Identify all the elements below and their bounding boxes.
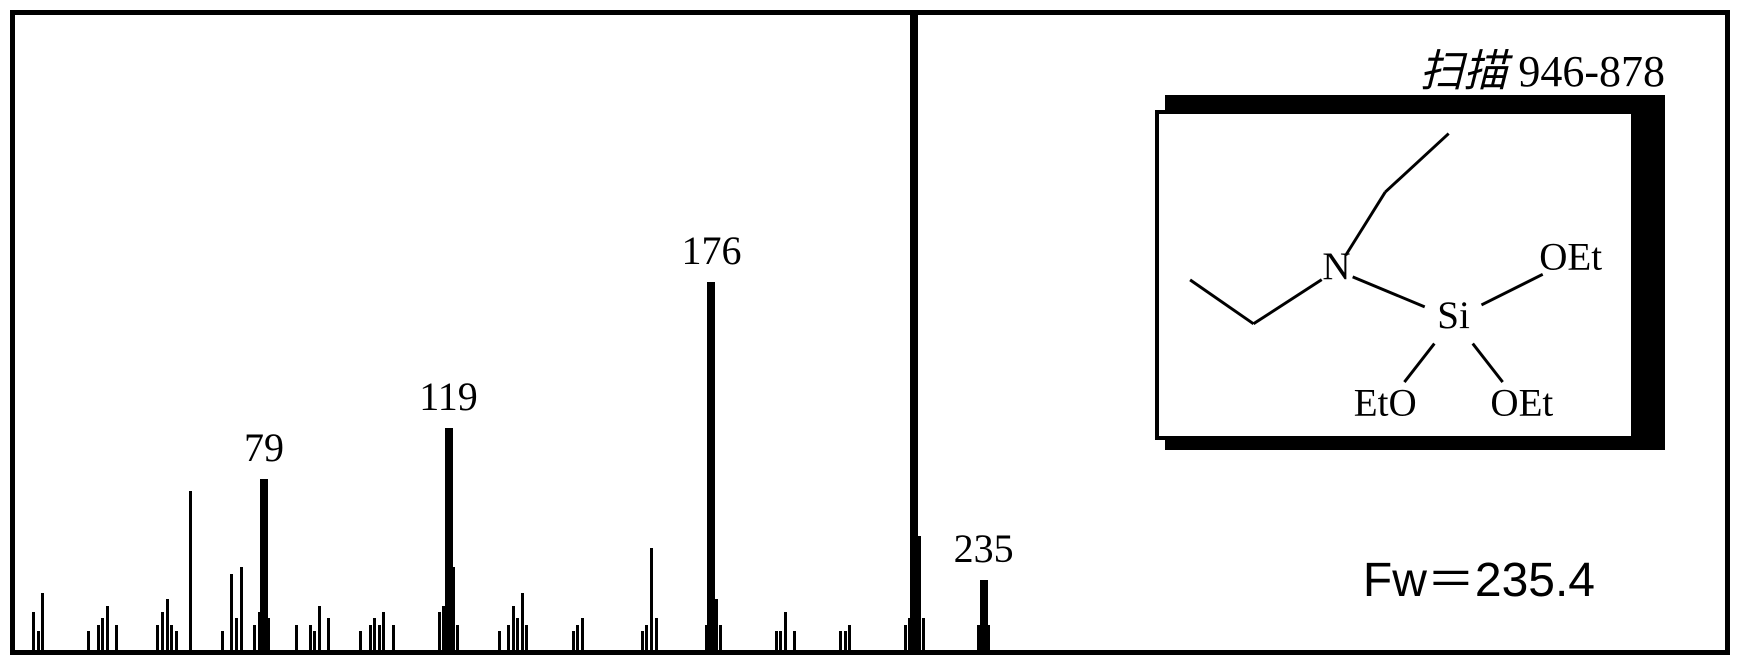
peak-label: 235 bbox=[954, 525, 1014, 572]
spectrum-peak bbox=[521, 593, 524, 650]
spectrum-peak bbox=[318, 606, 321, 650]
atom-label: Si bbox=[1437, 294, 1470, 337]
spectrum-peak bbox=[235, 618, 238, 650]
spectrum-peak bbox=[645, 625, 648, 650]
spectrum-peak bbox=[775, 631, 778, 650]
spectrum-peak bbox=[507, 625, 510, 650]
spectrum-peak bbox=[309, 625, 312, 650]
peak-label: 220 bbox=[884, 0, 944, 7]
bond-line bbox=[1404, 344, 1434, 383]
spectrum-peak bbox=[230, 574, 233, 650]
spectrum-peak bbox=[904, 625, 907, 650]
spectrum-peak bbox=[106, 606, 109, 650]
spectrum-peak bbox=[327, 618, 330, 650]
spectrum-peak bbox=[650, 548, 653, 650]
spectrum-peak bbox=[253, 625, 256, 650]
bond-line bbox=[1190, 280, 1253, 324]
bond-line bbox=[1346, 192, 1385, 255]
bond-line bbox=[1353, 277, 1425, 307]
peak-label: 176 bbox=[681, 227, 741, 274]
scan-prefix: 扫描 bbox=[1419, 47, 1507, 96]
spectrum-peak bbox=[581, 618, 584, 650]
spectrum-peak bbox=[170, 625, 173, 650]
atom-label: OEt bbox=[1490, 382, 1553, 425]
spectrum-peak bbox=[373, 618, 376, 650]
spectrum-peak bbox=[115, 625, 118, 650]
spectrum-peak bbox=[295, 625, 298, 650]
spectrum-peak bbox=[922, 618, 925, 650]
bond-line bbox=[1254, 280, 1322, 324]
spectrum-peak bbox=[359, 631, 362, 650]
spectrum-peak bbox=[392, 625, 395, 650]
spectrum-peak bbox=[980, 580, 988, 650]
spectrum-peak bbox=[707, 282, 715, 650]
spectrum-peak bbox=[719, 625, 722, 650]
spectrum-peak bbox=[779, 631, 782, 650]
peak-label: 79 bbox=[244, 424, 284, 471]
spectrum-peak bbox=[378, 625, 381, 650]
spectrum-peak bbox=[438, 612, 441, 650]
spectrum-peak bbox=[498, 631, 501, 650]
spectrum-peak bbox=[641, 631, 644, 650]
spectrum-peak bbox=[156, 625, 159, 650]
bond-line bbox=[1385, 134, 1448, 193]
spectrum-peak bbox=[512, 606, 515, 650]
spectrum-peak bbox=[87, 631, 90, 650]
spectrum-peak bbox=[32, 612, 35, 650]
scan-value: 946-878 bbox=[1518, 47, 1665, 96]
atom-label: N bbox=[1322, 245, 1350, 288]
spectrum-peak bbox=[525, 625, 528, 650]
formula-weight-label: Fw＝235.4 bbox=[1363, 540, 1595, 610]
spectrum-peak bbox=[456, 625, 459, 650]
spectrum-peak bbox=[445, 428, 453, 650]
bond-line bbox=[1481, 274, 1542, 305]
spectrum-peak bbox=[189, 491, 192, 650]
spectrum-peak bbox=[101, 618, 104, 650]
spectrum-peak bbox=[240, 567, 243, 650]
spectrum-peak bbox=[37, 631, 40, 650]
spectrum-peak bbox=[576, 625, 579, 650]
spectrum-peak bbox=[910, 15, 918, 650]
structure-svg: N Si OEt OEt EtO bbox=[1159, 114, 1631, 436]
spectrum-peak bbox=[175, 631, 178, 650]
spectrum-peak bbox=[793, 631, 796, 650]
spectrum-peak bbox=[369, 625, 372, 650]
spectrum-peak bbox=[572, 631, 575, 650]
spectrum-peak bbox=[221, 631, 224, 650]
structure-box: N Si OEt OEt EtO bbox=[1155, 110, 1635, 440]
spectrum-peak bbox=[382, 612, 385, 650]
spectrum-peak bbox=[844, 631, 847, 650]
spectrum-peak bbox=[161, 612, 164, 650]
chart-frame: 79119176220235 扫描 946-878 NSiOEtOEtEtO F… bbox=[10, 10, 1730, 655]
atom-label: EtO bbox=[1354, 382, 1417, 425]
spectrum-peak bbox=[839, 631, 842, 650]
spectrum-peak bbox=[655, 618, 658, 650]
spectrum-peak bbox=[260, 479, 268, 650]
spectrum-peak bbox=[97, 625, 100, 650]
spectrum-peak bbox=[166, 599, 169, 650]
spectrum-peak bbox=[848, 625, 851, 650]
scan-range-label: 扫描 946-878 bbox=[1419, 35, 1665, 99]
bond-line bbox=[1473, 344, 1503, 383]
spectrum-peak bbox=[41, 593, 44, 650]
spectrum-peak bbox=[784, 612, 787, 650]
atom-label: OEt bbox=[1539, 235, 1602, 278]
spectrum-peak bbox=[516, 618, 519, 650]
peak-label: 119 bbox=[419, 373, 478, 420]
spectrum-peak bbox=[313, 631, 316, 650]
